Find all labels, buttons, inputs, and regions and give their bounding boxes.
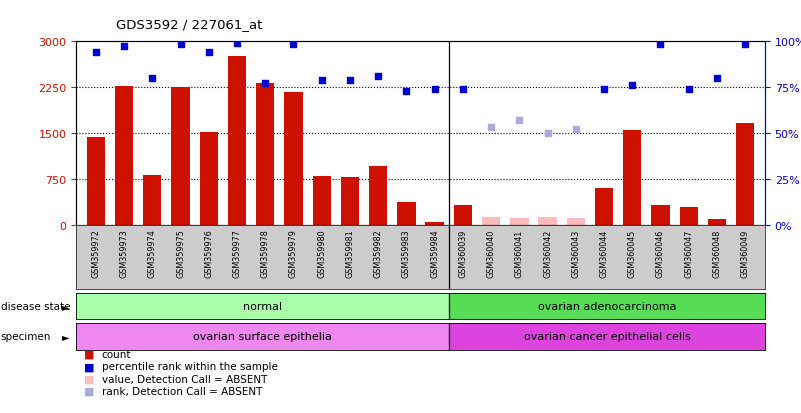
Point — [457, 86, 469, 93]
Bar — [87, 138, 105, 225]
Text: GSM359979: GSM359979 — [289, 229, 298, 278]
Text: GSM360040: GSM360040 — [486, 229, 496, 277]
Text: GSM359975: GSM359975 — [176, 229, 185, 278]
Point — [259, 81, 272, 87]
Bar — [369, 167, 388, 225]
Text: GSM359981: GSM359981 — [345, 229, 355, 277]
Bar — [449, 293, 765, 320]
Bar — [736, 124, 755, 225]
Point — [570, 127, 582, 133]
Text: percentile rank within the sample: percentile rank within the sample — [102, 361, 278, 371]
Point — [372, 74, 384, 80]
Text: GSM360049: GSM360049 — [741, 229, 750, 277]
Text: GSM359972: GSM359972 — [91, 229, 100, 278]
Point — [90, 50, 103, 56]
Text: ovarian surface epithelia: ovarian surface epithelia — [193, 331, 332, 342]
Text: GSM360041: GSM360041 — [515, 229, 524, 277]
Text: GSM359974: GSM359974 — [148, 229, 157, 278]
Bar — [651, 205, 670, 225]
Text: rank, Detection Call = ABSENT: rank, Detection Call = ABSENT — [102, 386, 262, 396]
Text: GSM359977: GSM359977 — [232, 229, 242, 278]
Text: GSM359973: GSM359973 — [119, 229, 129, 278]
Text: GSM360045: GSM360045 — [628, 229, 637, 277]
Text: GSM359984: GSM359984 — [430, 229, 439, 277]
Bar — [143, 175, 162, 225]
Point — [626, 83, 638, 89]
Text: GSM359983: GSM359983 — [402, 229, 411, 277]
Point — [287, 42, 300, 49]
Text: GDS3592 / 227061_at: GDS3592 / 227061_at — [116, 19, 263, 31]
Text: ■: ■ — [84, 374, 95, 384]
Point — [344, 77, 356, 83]
Point — [513, 117, 525, 124]
Text: disease state: disease state — [1, 301, 70, 311]
Bar — [453, 206, 472, 225]
Text: ovarian adenocarcinoma: ovarian adenocarcinoma — [537, 301, 676, 311]
Text: ovarian cancer epithelial cells: ovarian cancer epithelial cells — [524, 331, 690, 342]
Point — [710, 75, 723, 82]
Text: GSM359982: GSM359982 — [374, 229, 383, 278]
Text: GSM360048: GSM360048 — [712, 229, 722, 277]
Bar — [538, 218, 557, 225]
Bar — [340, 177, 359, 225]
Text: normal: normal — [243, 301, 282, 311]
Point — [485, 125, 497, 131]
Point — [598, 86, 610, 93]
Bar — [115, 87, 133, 225]
Point — [316, 77, 328, 83]
Bar — [199, 133, 218, 225]
Point — [174, 42, 187, 49]
Bar — [623, 131, 642, 225]
Text: GSM360042: GSM360042 — [543, 229, 552, 277]
Text: value, Detection Call = ABSENT: value, Detection Call = ABSENT — [102, 374, 267, 384]
Text: ■: ■ — [84, 361, 95, 371]
Text: GSM360039: GSM360039 — [458, 229, 467, 277]
Bar — [510, 219, 529, 225]
Point — [146, 75, 159, 82]
Bar — [256, 84, 275, 225]
Point — [739, 42, 751, 49]
Bar — [76, 323, 449, 350]
Text: GSM359976: GSM359976 — [204, 229, 213, 278]
Point — [203, 50, 215, 56]
Text: specimen: specimen — [1, 331, 51, 342]
Text: ■: ■ — [84, 386, 95, 396]
Point — [118, 44, 131, 50]
Bar — [227, 57, 246, 225]
Text: ►: ► — [62, 331, 70, 342]
Point — [429, 86, 441, 93]
Point — [682, 86, 695, 93]
Point — [400, 88, 413, 95]
Text: GSM359980: GSM359980 — [317, 229, 326, 277]
Bar — [482, 218, 501, 225]
Bar — [397, 203, 416, 225]
Text: ■: ■ — [84, 349, 95, 359]
Point — [541, 130, 554, 137]
Bar — [76, 293, 449, 320]
Bar — [679, 207, 698, 225]
Bar — [595, 188, 614, 225]
Bar — [171, 88, 190, 225]
Bar — [425, 223, 444, 225]
Point — [654, 42, 667, 49]
Bar — [708, 219, 727, 225]
Text: ►: ► — [62, 301, 70, 311]
Text: GSM360047: GSM360047 — [684, 229, 693, 277]
Text: GSM360043: GSM360043 — [571, 229, 580, 277]
Text: GSM360044: GSM360044 — [599, 229, 609, 277]
Bar — [284, 93, 303, 225]
Text: count: count — [102, 349, 131, 359]
Point — [231, 40, 244, 47]
Text: GSM359978: GSM359978 — [261, 229, 270, 278]
Bar — [449, 323, 765, 350]
Text: GSM360046: GSM360046 — [656, 229, 665, 277]
Bar — [312, 176, 331, 225]
Bar — [566, 218, 585, 225]
